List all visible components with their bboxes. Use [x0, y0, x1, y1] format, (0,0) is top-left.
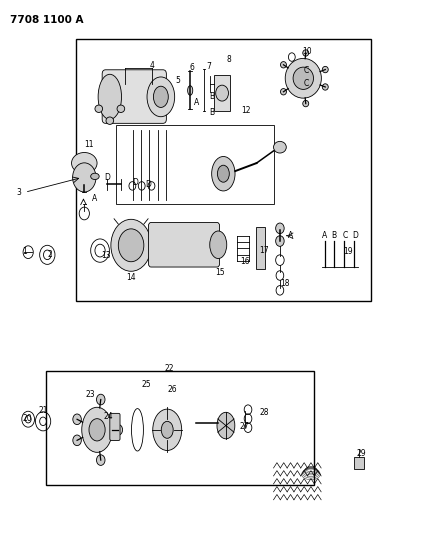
Ellipse shape	[293, 67, 313, 90]
Circle shape	[96, 394, 105, 405]
Bar	[256, 227, 265, 269]
FancyBboxPatch shape	[102, 70, 166, 123]
Text: 3: 3	[16, 188, 21, 197]
Text: 23: 23	[85, 390, 95, 399]
Text: 27: 27	[240, 422, 250, 431]
Text: 21: 21	[39, 406, 48, 415]
Text: 15: 15	[216, 268, 225, 277]
Ellipse shape	[106, 117, 114, 124]
Text: 20: 20	[22, 414, 32, 423]
Ellipse shape	[89, 419, 105, 441]
Text: A: A	[194, 98, 199, 107]
Text: D: D	[352, 231, 358, 240]
Bar	[214, 75, 230, 111]
Text: 1: 1	[22, 247, 27, 256]
Text: 29: 29	[357, 449, 366, 458]
Circle shape	[96, 455, 105, 465]
Text: 24: 24	[104, 411, 113, 421]
Text: 16: 16	[240, 257, 250, 265]
Text: 26: 26	[168, 385, 178, 394]
Bar	[46, 371, 314, 485]
Text: 8: 8	[226, 55, 231, 64]
Text: 6: 6	[190, 63, 194, 72]
Ellipse shape	[147, 77, 175, 117]
Text: 18: 18	[281, 279, 290, 288]
Ellipse shape	[95, 105, 103, 112]
Ellipse shape	[280, 88, 286, 95]
Circle shape	[73, 414, 81, 425]
Ellipse shape	[73, 163, 96, 192]
Ellipse shape	[98, 74, 122, 119]
Ellipse shape	[303, 50, 309, 56]
Text: 13: 13	[101, 252, 110, 261]
Ellipse shape	[153, 86, 168, 108]
Text: 10: 10	[302, 47, 312, 56]
Ellipse shape	[280, 62, 286, 68]
Ellipse shape	[303, 100, 309, 107]
Text: C: C	[304, 79, 309, 88]
Text: 14: 14	[126, 272, 136, 281]
Text: 7: 7	[206, 62, 211, 70]
Text: 28: 28	[259, 408, 269, 417]
Text: D: D	[145, 180, 151, 189]
Bar	[76, 38, 372, 301]
Text: A: A	[322, 231, 327, 240]
Text: 2: 2	[48, 250, 53, 259]
Text: D: D	[132, 178, 138, 187]
Text: 17: 17	[259, 246, 269, 255]
Text: A: A	[92, 194, 98, 203]
Circle shape	[216, 85, 229, 101]
Text: C: C	[304, 66, 309, 75]
Ellipse shape	[187, 86, 193, 95]
Ellipse shape	[161, 421, 173, 438]
Ellipse shape	[322, 67, 328, 72]
Text: 7708 1100 A: 7708 1100 A	[10, 14, 83, 25]
Ellipse shape	[71, 152, 97, 174]
Ellipse shape	[91, 173, 99, 180]
Text: B: B	[209, 108, 214, 117]
Ellipse shape	[117, 105, 125, 112]
Circle shape	[114, 424, 122, 435]
Bar	[354, 457, 364, 469]
Circle shape	[73, 435, 81, 446]
Text: C: C	[342, 231, 348, 240]
Text: 25: 25	[141, 379, 151, 389]
Text: 12: 12	[241, 106, 251, 115]
Text: 19: 19	[343, 247, 353, 256]
Ellipse shape	[217, 165, 229, 182]
Text: 22: 22	[165, 365, 174, 373]
Ellipse shape	[210, 231, 227, 259]
Text: D: D	[104, 173, 110, 182]
Text: A: A	[288, 231, 293, 240]
Ellipse shape	[82, 407, 113, 453]
Ellipse shape	[212, 157, 235, 191]
Text: B: B	[331, 231, 336, 240]
Circle shape	[276, 223, 284, 233]
Text: 4: 4	[150, 61, 155, 69]
Ellipse shape	[118, 229, 144, 262]
Ellipse shape	[217, 413, 235, 439]
Bar	[116, 125, 273, 204]
FancyBboxPatch shape	[149, 222, 220, 267]
Text: 11: 11	[84, 140, 93, 149]
Text: B: B	[209, 92, 214, 101]
Ellipse shape	[285, 59, 321, 98]
Ellipse shape	[153, 409, 181, 450]
Ellipse shape	[273, 141, 286, 153]
FancyBboxPatch shape	[110, 414, 120, 440]
Ellipse shape	[111, 219, 151, 271]
Circle shape	[276, 236, 284, 246]
Ellipse shape	[322, 84, 328, 90]
Text: 5: 5	[175, 76, 180, 85]
